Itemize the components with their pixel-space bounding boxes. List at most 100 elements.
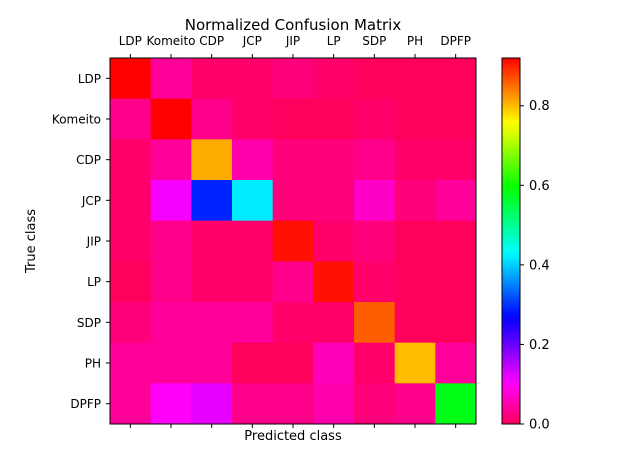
heatmap-cell bbox=[313, 302, 355, 344]
heatmap-cell bbox=[394, 383, 436, 425]
x-axis-label: Predicted class bbox=[244, 429, 342, 444]
colorbar-tick-label: 0.0 bbox=[529, 418, 550, 433]
heatmap-cell bbox=[435, 302, 477, 344]
heatmap-cell bbox=[394, 342, 436, 384]
heatmap-cell bbox=[272, 261, 314, 303]
x-tick-label: Komeito bbox=[146, 34, 195, 48]
heatmap-cell bbox=[150, 58, 192, 100]
heatmap-cell bbox=[313, 383, 355, 425]
colorbar-tick-label: 0.6 bbox=[529, 179, 550, 194]
chart-title: Normalized Confusion Matrix bbox=[185, 16, 402, 34]
y-tick-label: LDP bbox=[78, 72, 101, 86]
heatmap-cell bbox=[272, 180, 314, 222]
heatmap-cell bbox=[191, 261, 233, 303]
heatmap-cell bbox=[232, 180, 274, 222]
heatmap-cell bbox=[232, 98, 274, 140]
heatmap-cell bbox=[313, 261, 355, 303]
heatmap-cell bbox=[150, 302, 192, 344]
heatmap-cell bbox=[354, 383, 396, 425]
heatmap-cell bbox=[232, 261, 274, 303]
heatmap-cell bbox=[435, 261, 477, 303]
heatmap-cell bbox=[354, 302, 396, 344]
x-tick-label: JIP bbox=[285, 34, 300, 48]
heatmap-cell bbox=[354, 342, 396, 384]
heatmap-cell bbox=[313, 342, 355, 384]
heatmap-cell bbox=[191, 180, 233, 222]
heatmap-cell bbox=[191, 342, 233, 384]
heatmap-cells bbox=[110, 58, 477, 425]
y-tick-label: CDP bbox=[76, 153, 101, 167]
heatmap-cell bbox=[435, 139, 477, 181]
heatmap-cell bbox=[435, 342, 477, 384]
x-tick-label: LP bbox=[327, 34, 341, 48]
heatmap-cell bbox=[110, 58, 152, 100]
y-tick-label: PH bbox=[85, 357, 101, 371]
heatmap-cell bbox=[191, 220, 233, 262]
x-tick-label: DPFP bbox=[440, 34, 471, 48]
heatmap-cell bbox=[191, 139, 233, 181]
colorbar bbox=[501, 57, 521, 425]
heatmap-cell bbox=[110, 98, 152, 140]
heatmap-cell bbox=[354, 220, 396, 262]
heatmap-cell bbox=[313, 98, 355, 140]
y-tick-label: JIP bbox=[86, 235, 101, 249]
colorbar-ticks: 0.0 0.2 0.4 0.6 0.8 bbox=[520, 99, 550, 433]
colorbar-tick-label: 0.4 bbox=[529, 258, 550, 273]
heatmap-cell bbox=[110, 180, 152, 222]
heatmap-cell bbox=[354, 139, 396, 181]
heatmap-cell bbox=[313, 58, 355, 100]
heatmap-cell bbox=[272, 58, 314, 100]
heatmap-cell bbox=[435, 58, 477, 100]
y-tick-label: LP bbox=[87, 275, 101, 289]
heatmap-cell bbox=[232, 383, 274, 425]
heatmap-cell bbox=[272, 383, 314, 425]
heatmap-cell bbox=[150, 342, 192, 384]
heatmap-cell bbox=[272, 139, 314, 181]
heatmap-cell bbox=[110, 383, 152, 425]
y-tick-label: JCP bbox=[81, 194, 101, 208]
heatmap-cell bbox=[435, 220, 477, 262]
x-tick-label: SDP bbox=[362, 34, 386, 48]
heatmap-cell bbox=[232, 302, 274, 344]
heatmap-cell bbox=[272, 342, 314, 384]
heatmap-cell bbox=[435, 180, 477, 222]
heatmap-cell bbox=[354, 58, 396, 100]
heatmap-cell bbox=[232, 139, 274, 181]
y-tick-labels: LDP Komeito CDP JCP JIP LP SDP PH DPFP bbox=[52, 72, 110, 411]
x-tick-label: CDP bbox=[199, 34, 224, 48]
heatmap-cell bbox=[150, 139, 192, 181]
y-tick-label: Komeito bbox=[52, 113, 101, 127]
heatmap-cell bbox=[110, 261, 152, 303]
heatmap-cell bbox=[354, 261, 396, 303]
heatmap-cell bbox=[394, 98, 436, 140]
colorbar-tick-label: 0.8 bbox=[529, 99, 550, 114]
heatmap-cell bbox=[150, 180, 192, 222]
heatmap-cell bbox=[394, 261, 436, 303]
heatmap-cell bbox=[313, 220, 355, 262]
heatmap-cell bbox=[394, 180, 436, 222]
heatmap-cell bbox=[191, 302, 233, 344]
x-tick-label: PH bbox=[407, 34, 423, 48]
x-tick-label: JCP bbox=[242, 34, 262, 48]
heatmap-cell bbox=[394, 220, 436, 262]
heatmap-cell bbox=[232, 58, 274, 100]
y-tick-label: SDP bbox=[77, 316, 101, 330]
y-tick-label: DPFP bbox=[70, 397, 101, 411]
heatmap-cell bbox=[150, 98, 192, 140]
heatmap-cell bbox=[191, 58, 233, 100]
y-axis-label: True class bbox=[24, 209, 39, 274]
heatmap-cell bbox=[272, 302, 314, 344]
heatmap-cell bbox=[313, 180, 355, 222]
heatmap-cell bbox=[110, 139, 152, 181]
heatmap-cell bbox=[110, 302, 152, 344]
heatmap-cell bbox=[394, 139, 436, 181]
heatmap-cell bbox=[394, 302, 436, 344]
heatmap-cell bbox=[272, 98, 314, 140]
heatmap-cell bbox=[394, 58, 436, 100]
heatmap-cell bbox=[354, 98, 396, 140]
heatmap-cell bbox=[272, 220, 314, 262]
x-tick-labels: LDP Komeito CDP JCP JIP LP SDP PH DPFP bbox=[119, 34, 471, 428]
heatmap-cell bbox=[191, 383, 233, 425]
heatmap-cell bbox=[191, 98, 233, 140]
